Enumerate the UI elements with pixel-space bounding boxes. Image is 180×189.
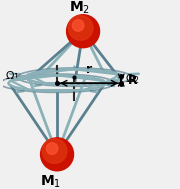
Circle shape xyxy=(42,139,67,163)
Circle shape xyxy=(68,15,93,40)
Circle shape xyxy=(67,15,100,48)
Text: $\Omega_1$: $\Omega_1$ xyxy=(5,69,20,83)
Text: r: r xyxy=(86,63,92,76)
Circle shape xyxy=(46,143,58,154)
Text: $\Omega_2$: $\Omega_2$ xyxy=(125,72,140,86)
Text: M$_2$: M$_2$ xyxy=(69,0,90,16)
Text: R: R xyxy=(128,74,138,87)
Circle shape xyxy=(72,20,84,31)
Circle shape xyxy=(40,138,73,171)
Text: M$_1$: M$_1$ xyxy=(40,173,61,189)
